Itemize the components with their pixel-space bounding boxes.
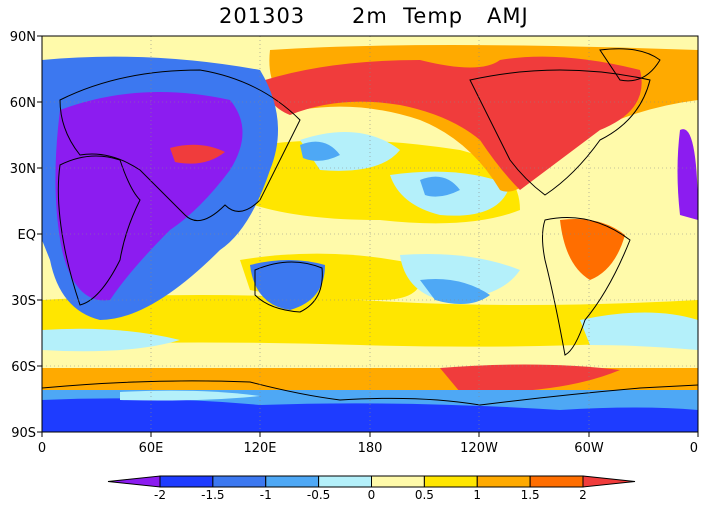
coastline-greenland (599, 48, 661, 82)
lon-label: 180 (358, 441, 383, 456)
gridlines (42, 36, 698, 432)
lon-label: 0 (38, 441, 46, 456)
lat-label: 60S (11, 360, 36, 375)
colorbar-label: 2 (579, 488, 587, 502)
field-patch (55, 92, 243, 301)
lat-label: 30S (11, 294, 36, 309)
colorbar-swatch (318, 475, 372, 488)
coastline-antarctica (42, 380, 698, 406)
colorbar-label: -2 (154, 488, 166, 502)
colorbar-label: -1 (260, 488, 272, 502)
coastline-australia (254, 261, 323, 313)
field-patch (420, 279, 490, 304)
colorbar-label: 0.5 (415, 488, 434, 502)
title-season: AMJ (487, 4, 529, 28)
anomaly-field (42, 45, 698, 432)
colorbar-label: 0 (368, 488, 376, 502)
lat-label: 60N (10, 96, 36, 111)
colorbar-swatch (423, 475, 478, 488)
title-date: 201303 (219, 4, 306, 28)
field-patch (560, 219, 625, 280)
colorbar-swatch (371, 475, 425, 488)
colorbar-label: 1 (473, 488, 481, 502)
lon-label: 0 (690, 441, 698, 456)
lat-label: EQ (18, 228, 36, 243)
lat-label: 90N (10, 30, 36, 45)
field-patch (42, 398, 698, 432)
colorbar-extend-low (107, 475, 161, 488)
field-patch (170, 144, 225, 164)
coastline-africa (57, 155, 141, 306)
field-patch (265, 56, 642, 190)
field-patch (300, 132, 400, 171)
field-patch (120, 390, 260, 401)
coastlines (42, 48, 698, 406)
field-patch (420, 176, 460, 197)
coastline-north-america (469, 69, 651, 196)
latitude-labels: 90N 60N 30N EQ 30S 60S 90S (10, 30, 36, 441)
colorbar-label: -1.5 (201, 488, 224, 502)
lon-label: 60E (139, 441, 164, 456)
lon-label: 120W (460, 441, 498, 456)
lat-label: 90S (11, 426, 36, 441)
field-patch (677, 129, 698, 220)
axis-ticks (37, 35, 699, 437)
lat-label: 30N (10, 162, 36, 177)
field-patch (580, 312, 698, 350)
colorbar-swatch (476, 475, 531, 488)
colorbar-label: -0.5 (307, 488, 330, 502)
colorbar-swatch (159, 475, 214, 488)
colorbar: -2 -1.5 -1 -0.5 0 0.5 1 1.5 2 (107, 475, 636, 502)
colorbar-swatch (212, 475, 267, 488)
colorbar-swatch (265, 475, 320, 488)
lon-label: 120E (243, 441, 276, 456)
colorbar-swatch (529, 475, 584, 488)
lon-label: 60W (574, 441, 604, 456)
longitude-labels: 0 60E 120E 180 120W 60W 0 (38, 441, 698, 456)
field-patch (250, 260, 325, 310)
colorbar-label: 1.5 (521, 488, 540, 502)
plot-title: 201303 2m Temp AMJ (0, 4, 712, 34)
coastline-south-america (542, 217, 631, 356)
coastline-eurasia (59, 69, 301, 222)
field-patch (42, 328, 180, 352)
title-variable: 2m Temp (352, 4, 464, 28)
field-patch (300, 141, 340, 161)
field-patch (440, 364, 620, 393)
colorbar-extend-high (582, 475, 636, 488)
